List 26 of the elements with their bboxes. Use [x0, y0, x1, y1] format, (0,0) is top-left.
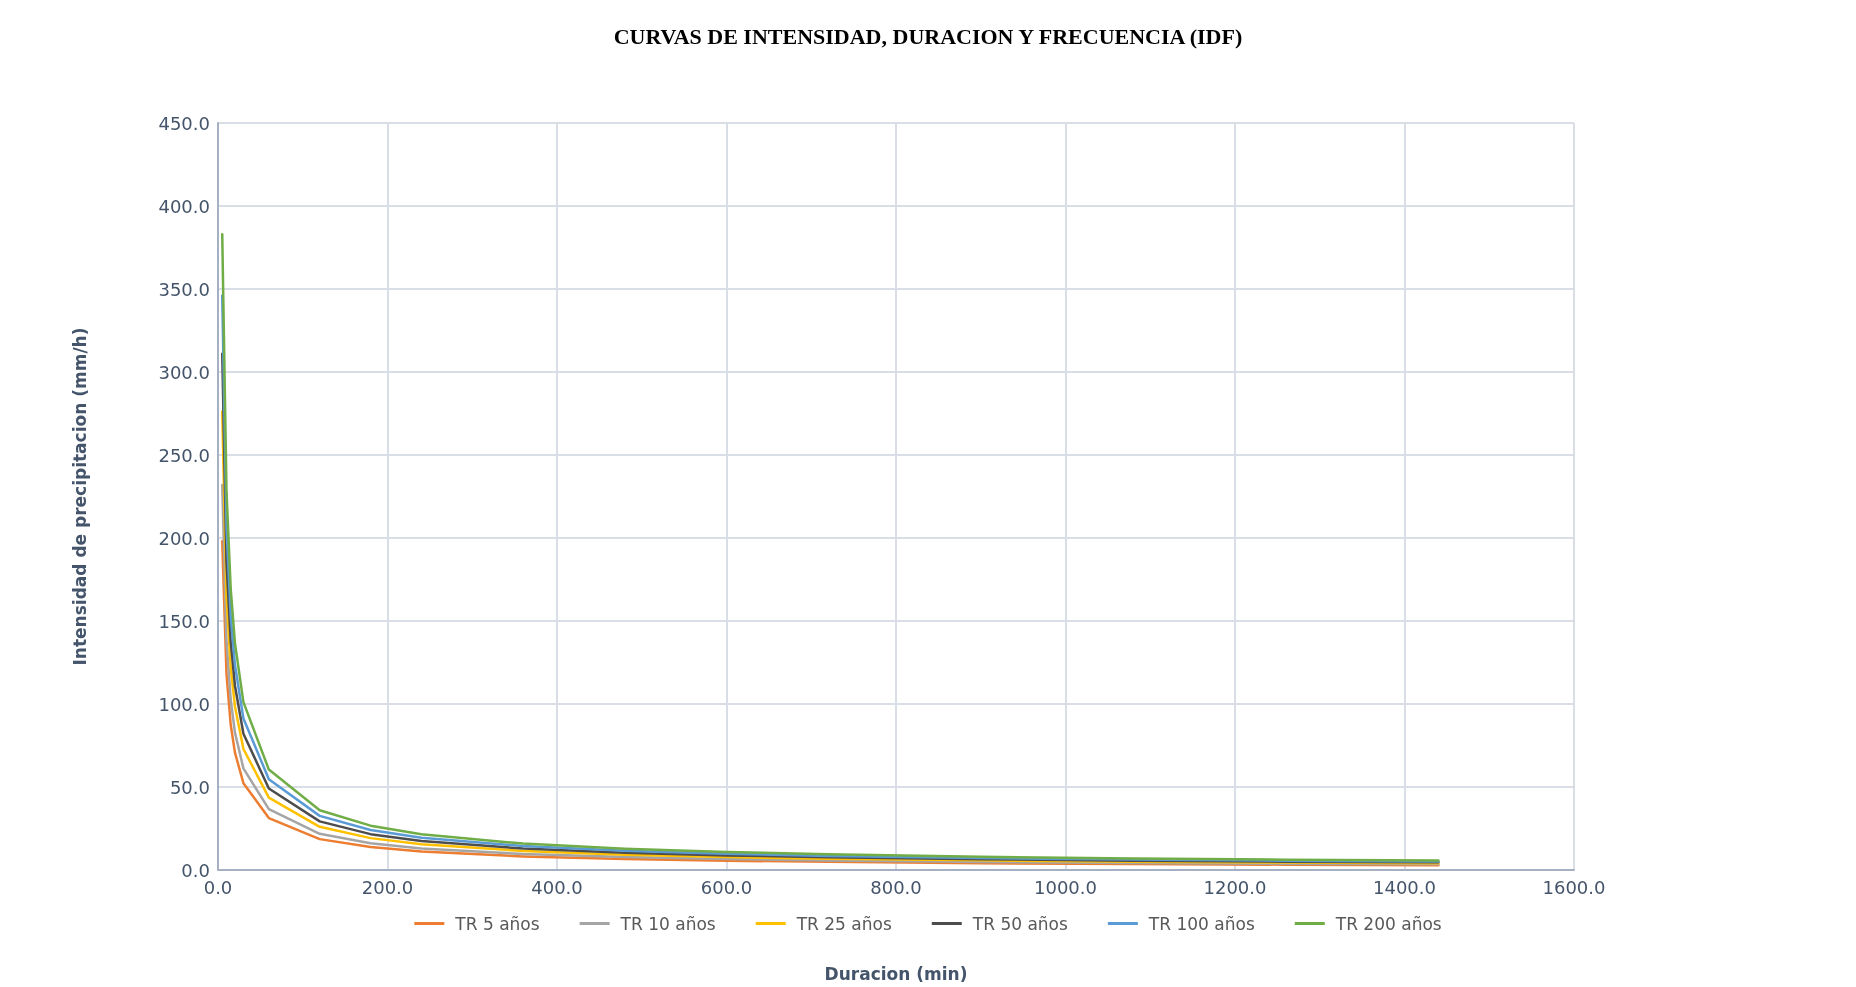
y-tick-label: 100.0: [158, 693, 210, 715]
legend-label: TR 25 años: [795, 913, 892, 934]
legend-label: TR 50 años: [971, 913, 1068, 934]
legend-label: TR 10 años: [619, 913, 716, 934]
y-tick-label: 350.0: [158, 278, 210, 300]
chart-title: CURVAS DE INTENSIDAD, DURACION Y FRECUENCIA (IDF): [613, 23, 1243, 49]
x-axis-title: Duracion (min): [824, 963, 968, 984]
x-tick-label: 1200.0: [1203, 876, 1267, 898]
y-tick-label: 50.0: [169, 776, 210, 798]
y-tick-label: 400.0: [158, 195, 210, 217]
legend-label: TR 200 años: [1334, 913, 1442, 934]
y-tick-label: 450.0: [158, 112, 210, 134]
y-tick-label: 150.0: [158, 610, 210, 632]
legend-label: TR 100 años: [1147, 913, 1255, 934]
x-tick-label: 800.0: [870, 876, 922, 898]
y-tick-label: 300.0: [158, 361, 210, 383]
y-tick-label: 200.0: [158, 527, 210, 549]
y-tick-label: 250.0: [158, 444, 210, 466]
y-axis-title: Intensidad de precipitacion (mm/h): [69, 327, 90, 666]
x-tick-label: 1000.0: [1034, 876, 1097, 898]
x-tick-label: 400.0: [531, 876, 583, 898]
legend-label: TR 5 años: [454, 913, 540, 934]
x-tick-label: 200.0: [361, 876, 414, 898]
x-tick-label: 600.0: [700, 876, 753, 898]
x-tick-label: 1400.0: [1373, 876, 1436, 898]
x-tick-label: 1600.0: [1542, 876, 1606, 898]
